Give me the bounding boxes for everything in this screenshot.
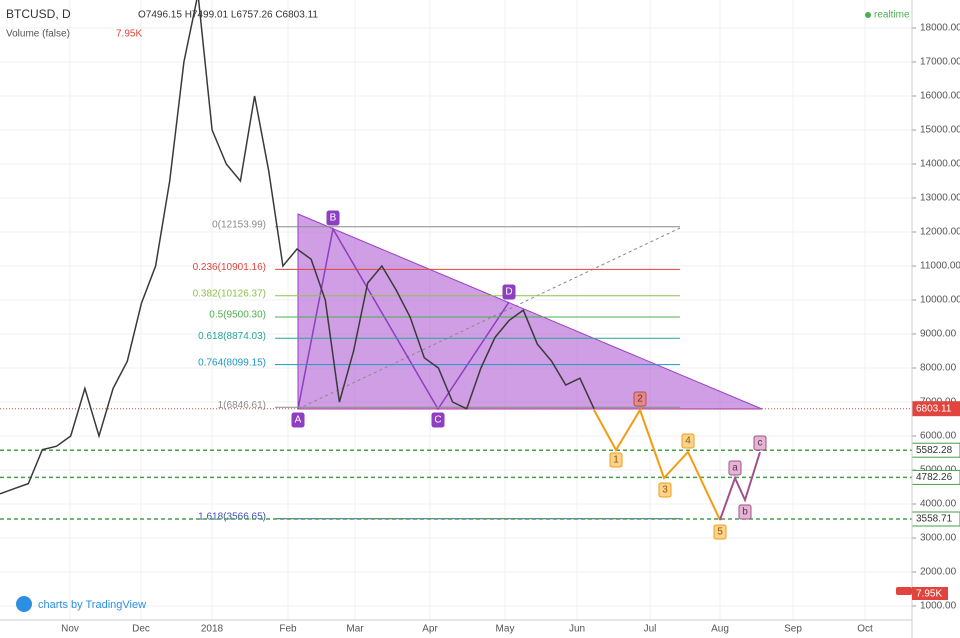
volume-label: Volume (false) [6,29,70,40]
y-tick-label: 6000.00 [920,431,957,442]
y-tick-label: 13000.00 [920,193,960,204]
point-label-box [609,452,623,468]
point-label: C [434,415,441,426]
y-tick-label: 4000.00 [920,499,957,510]
x-tick-label: Feb [279,624,297,635]
labels: 18000.0017000.0016000.0015000.0014000.00… [61,23,960,635]
trend-line [297,227,681,410]
x-tick-label: May [496,624,515,635]
y-tick-label: 8000.00 [920,363,957,374]
point-label-box [738,504,752,520]
price [0,0,595,495]
x-tick-label: Apr [422,624,438,635]
y-tick-label: 17000.00 [920,57,960,68]
point-label: D [505,287,512,298]
price-line [0,0,595,495]
abcd-line [297,226,510,411]
point-label: A [295,415,302,426]
volume-value: 7.95K [116,29,142,40]
y-tick-label: 9000.00 [920,329,957,340]
x-tick-label: Jul [644,624,657,635]
fib-label: 0.5(9500.30) [209,310,266,321]
fib-label: 0.618(8874.03) [198,331,266,342]
y-tick-label: 3000.00 [920,533,957,544]
x-tick-label: Oct [857,624,873,635]
price-tag-text: 3558.71 [916,514,953,525]
price-tag-text: 6803.11 [916,403,952,414]
y-tick-label: 12000.00 [920,227,960,238]
x-tick-label: 2018 [201,624,224,635]
point-label: 4 [685,436,691,447]
point-label-box [633,391,647,407]
point-label: c [758,438,763,449]
fib-label: 1.618(3566.65) [198,511,266,522]
y-tick-label: 18000.00 [920,23,960,34]
brand[interactable]: charts by TradingView [38,599,146,611]
point-label: b [742,507,748,518]
fib-label: 0.764(8099.15) [198,357,266,368]
y-tick-label: 2000.00 [920,567,957,578]
volume-tag [896,587,912,595]
y-tick-label: 15000.00 [920,125,960,136]
y-tick-label: 10000.00 [920,295,960,306]
point-label-box [681,433,695,449]
price-tag-text: 5582.28 [916,445,953,456]
levels: 0(12153.99) 0.236(10901.16) 0.382(10126.37… [0,219,912,522]
point-label-box [431,412,445,428]
volume-tag [912,587,948,600]
point-label: 3 [662,485,668,496]
y-tick-label: 1000.00 [920,601,957,612]
point-label: 5 [717,527,723,538]
point-label-box [291,412,305,428]
point-label-box [728,460,742,476]
price-tag-text: 4782.26 [916,472,953,483]
volume-tag-text: 7.95K [916,589,942,600]
point-label-box [658,482,672,498]
logo[interactable] [16,596,32,612]
fib-label: 1(6846.61) [218,400,266,411]
correction-path [719,451,761,521]
point-label: 2 [637,394,643,405]
x-tick-label: Mar [346,624,364,635]
ohlc: O7496.15 H7499.01 L6757.26 C6803.11 [138,10,318,21]
status-dot [865,12,871,18]
status: realtime [874,10,910,21]
point-label: a [732,463,738,474]
wave-path [593,407,721,521]
x-tick-label: Sep [784,624,802,635]
y-tick-label: 14000.00 [920,159,960,170]
y-tick-label: 16000.00 [920,91,960,102]
x-tick-label: Jun [569,624,585,635]
fib-label: 0(12153.99) [212,219,266,230]
x-tick-label: Dec [132,624,150,635]
point-label-box [502,284,516,300]
point-label: 1 [613,455,619,466]
y-tick-label: 11000.00 [920,261,960,272]
triangle-pattern [297,213,763,410]
point-label: B [330,213,337,224]
point-label-box [753,435,767,451]
point-label-box [326,210,340,226]
fib-label: 0.236(10901.16) [193,262,266,273]
symbol: BTCUSD, D [6,7,71,21]
x-tick-label: Nov [61,624,79,635]
x-tick-label: Aug [711,624,729,635]
grid [0,0,916,620]
fib-label: 0.382(10126.37) [193,288,266,299]
point-label-box [713,524,727,540]
